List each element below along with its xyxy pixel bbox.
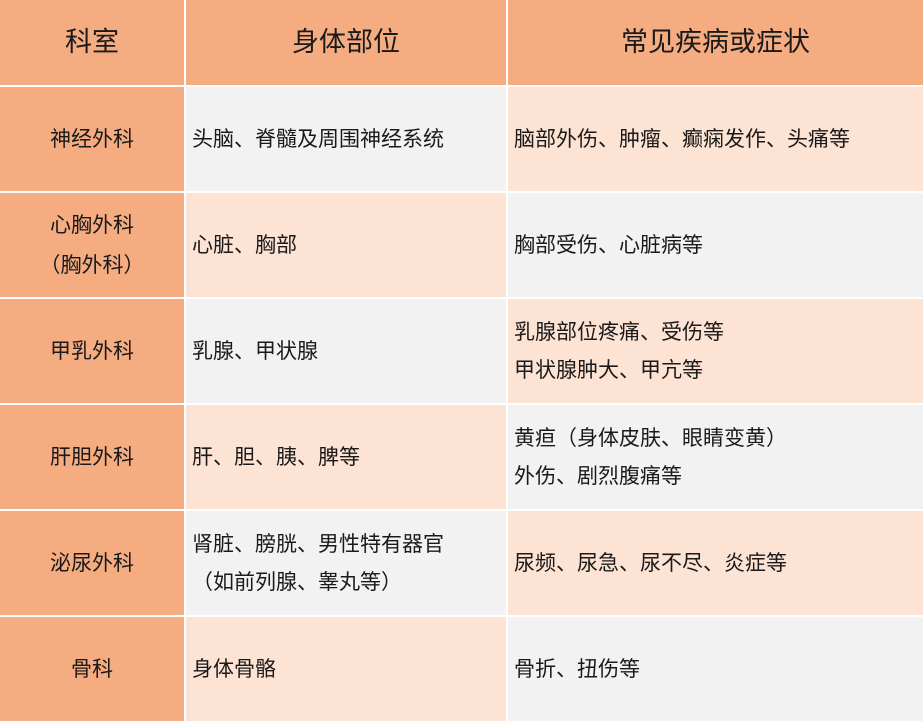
department-cell: 肝胆外科	[0, 405, 184, 509]
body-part-cell: 肝、胆、胰、脾等	[186, 405, 506, 509]
department-cell: 骨科	[0, 617, 184, 721]
symptoms-cell-line: 外伤、剧烈腹痛等	[514, 464, 682, 488]
body-part-cell-line: 乳腺、甲状腺	[192, 339, 318, 363]
body-part-cell: 肾脏、膀胱、男性特有器官 （如前列腺、睾丸等）	[186, 511, 506, 615]
department-cell-line: 肝胆外科	[50, 445, 134, 469]
department-cell-line: 神经外科	[50, 127, 134, 151]
symptoms-cell: 乳腺部位疼痛、受伤等 甲状腺肿大、甲亢等	[508, 299, 923, 403]
department-cell: 神经外科	[0, 87, 184, 191]
symptoms-cell-line: 甲状腺肿大、甲亢等	[514, 358, 703, 382]
body-part-cell-line: 身体骨骼	[192, 657, 276, 681]
symptoms-cell-line: 胸部受伤、心脏病等	[514, 233, 703, 257]
department-cell-line: （胸外科）	[39, 253, 145, 277]
symptoms-cell-line: 尿频、尿急、尿不尽、炎症等	[514, 551, 787, 575]
body-part-cell-line: 头脑、脊髓及周围神经系统	[192, 127, 444, 151]
body-part-cell: 乳腺、甲状腺	[186, 299, 506, 403]
body-part-cell-line: 肝、胆、胰、脾等	[192, 445, 360, 469]
header-symptoms: 常见疾病或症状	[508, 0, 923, 85]
symptoms-cell-line: 骨折、扭伤等	[514, 657, 640, 681]
department-cell-line: 骨科	[71, 657, 113, 681]
symptoms-cell-line: 脑部外伤、肿瘤、癫痫发作、头痛等	[514, 127, 850, 151]
symptoms-cell-line: 黄疸（身体皮肤、眼睛变黄）	[514, 426, 787, 450]
body-part-cell: 心脏、胸部	[186, 193, 506, 297]
body-part-cell-line: 肾脏、膀胱、男性特有器官	[192, 532, 444, 556]
body-part-cell-line: （如前列腺、睾丸等）	[192, 570, 402, 594]
body-part-cell-line: 心脏、胸部	[192, 233, 297, 257]
symptoms-cell-line: 乳腺部位疼痛、受伤等	[514, 320, 724, 344]
header-text: 常见疾病或症状	[621, 26, 810, 58]
department-cell-line: 泌尿外科	[50, 551, 134, 575]
header-text: 身体部位	[292, 26, 400, 58]
department-cell-line: 心胸外科	[50, 213, 134, 237]
symptoms-cell: 脑部外伤、肿瘤、癫痫发作、头痛等	[508, 87, 923, 191]
symptoms-cell: 骨折、扭伤等	[508, 617, 923, 721]
department-cell: 泌尿外科	[0, 511, 184, 615]
body-part-cell: 身体骨骼	[186, 617, 506, 721]
department-cell-line: 甲乳外科	[50, 339, 134, 363]
symptoms-cell: 尿频、尿急、尿不尽、炎症等	[508, 511, 923, 615]
header-text: 科室	[65, 26, 119, 58]
header-department: 科室	[0, 0, 184, 85]
symptoms-cell: 胸部受伤、心脏病等	[508, 193, 923, 297]
body-part-cell: 头脑、脊髓及周围神经系统	[186, 87, 506, 191]
header-body-part: 身体部位	[186, 0, 506, 85]
department-cell: 甲乳外科	[0, 299, 184, 403]
department-cell: 心胸外科 （胸外科）	[0, 193, 184, 297]
symptoms-cell: 黄疸（身体皮肤、眼睛变黄） 外伤、剧烈腹痛等	[508, 405, 923, 509]
